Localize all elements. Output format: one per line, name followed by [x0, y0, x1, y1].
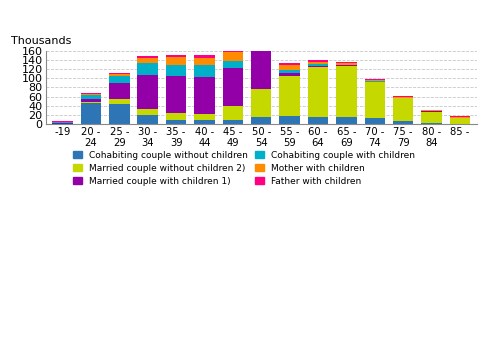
- Bar: [393, 121, 413, 124]
- Bar: [52, 123, 73, 124]
- Bar: [137, 63, 158, 75]
- Bar: [308, 64, 328, 66]
- Bar: [137, 75, 158, 108]
- Bar: [137, 115, 158, 124]
- Bar: [279, 73, 300, 75]
- Bar: [421, 123, 442, 124]
- Bar: [393, 96, 413, 97]
- Bar: [166, 57, 186, 65]
- Bar: [223, 49, 243, 52]
- Bar: [109, 104, 129, 124]
- Bar: [194, 120, 215, 124]
- Bar: [81, 103, 101, 124]
- Bar: [109, 75, 129, 83]
- Bar: [450, 118, 470, 124]
- Bar: [279, 66, 300, 70]
- Bar: [194, 66, 215, 77]
- Bar: [365, 118, 385, 124]
- Bar: [421, 111, 442, 112]
- Bar: [251, 89, 272, 117]
- Bar: [450, 117, 470, 118]
- Bar: [308, 62, 328, 64]
- Bar: [308, 117, 328, 124]
- Bar: [421, 110, 442, 111]
- Bar: [223, 106, 243, 120]
- Bar: [166, 76, 186, 113]
- Bar: [279, 116, 300, 124]
- Bar: [251, 117, 272, 124]
- Bar: [365, 81, 385, 82]
- Bar: [81, 93, 101, 94]
- Bar: [223, 52, 243, 61]
- Bar: [393, 98, 413, 121]
- Bar: [365, 82, 385, 118]
- Bar: [137, 58, 158, 63]
- Bar: [251, 30, 272, 34]
- Bar: [251, 34, 272, 43]
- Bar: [279, 70, 300, 73]
- Bar: [166, 55, 186, 57]
- Bar: [308, 66, 328, 67]
- Bar: [194, 58, 215, 66]
- Bar: [251, 49, 272, 89]
- Bar: [279, 63, 300, 66]
- Bar: [393, 97, 413, 98]
- Bar: [308, 60, 328, 62]
- Bar: [109, 99, 129, 104]
- Bar: [52, 121, 73, 122]
- Bar: [450, 116, 470, 117]
- Bar: [137, 56, 158, 58]
- Bar: [194, 114, 215, 120]
- Bar: [223, 61, 243, 68]
- Bar: [336, 117, 357, 124]
- Bar: [251, 43, 272, 49]
- Bar: [279, 75, 300, 116]
- Bar: [421, 112, 442, 123]
- Bar: [166, 120, 186, 124]
- Bar: [336, 63, 357, 65]
- Bar: [365, 80, 385, 81]
- Bar: [166, 65, 186, 76]
- Legend: Cohabiting couple without children, Married couple without children 2), Married : Cohabiting couple without children, Marr…: [73, 151, 415, 186]
- Text: Thousands: Thousands: [11, 37, 71, 46]
- Bar: [109, 73, 129, 74]
- Bar: [109, 74, 129, 75]
- Bar: [137, 108, 158, 115]
- Bar: [52, 122, 73, 123]
- Bar: [223, 68, 243, 106]
- Bar: [194, 55, 215, 58]
- Bar: [223, 120, 243, 124]
- Bar: [81, 102, 101, 103]
- Bar: [336, 66, 357, 117]
- Bar: [336, 65, 357, 66]
- Bar: [166, 113, 186, 120]
- Bar: [81, 99, 101, 102]
- Bar: [336, 62, 357, 63]
- Bar: [308, 67, 328, 117]
- Bar: [109, 83, 129, 99]
- Bar: [81, 95, 101, 99]
- Bar: [194, 77, 215, 114]
- Bar: [81, 94, 101, 95]
- Bar: [365, 79, 385, 80]
